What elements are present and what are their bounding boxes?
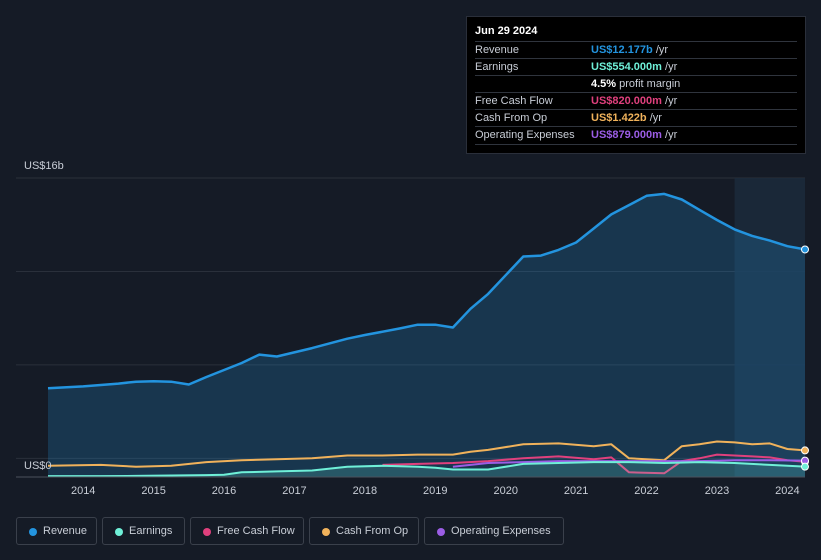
legend-dot-icon: [437, 528, 445, 536]
revenue-end-marker: [801, 245, 809, 254]
series-layer: [47, 192, 806, 478]
x-tick-label: 2022: [634, 485, 659, 497]
earnings-end-marker: [801, 462, 809, 471]
y-axis-min-label: US$0: [24, 460, 52, 472]
tooltip-value: US$1.422b /yr: [591, 112, 662, 124]
tooltip-row-revenue: Revenue US$12.177b /yr: [475, 41, 797, 59]
tooltip-panel: Jun 29 2024 Revenue US$12.177b /yr Earni…: [466, 16, 806, 154]
end-markers: [801, 245, 809, 471]
tooltip-row-profit-margin: 4.5% profit margin: [475, 75, 797, 93]
forecast-region: [734, 178, 805, 477]
legend-item-free-cash-flow[interactable]: Free Cash Flow: [190, 517, 304, 545]
tooltip-value: US$820.000m /yr: [591, 95, 678, 107]
cash-from-op-end-marker: [801, 446, 809, 455]
x-tick-label: 2015: [141, 485, 166, 497]
x-tick-label: 2018: [352, 485, 378, 497]
tooltip-date: Jun 29 2024: [475, 25, 538, 37]
tooltip-label: Cash From Op: [475, 112, 548, 124]
legend-item-cash-from-op[interactable]: Cash From Op: [309, 517, 419, 545]
gridlines: [16, 177, 805, 459]
tooltip-row-operating-expenses: Operating Expenses US$879.000m /yr: [475, 126, 797, 145]
legend-item-revenue[interactable]: Revenue: [16, 517, 97, 545]
tooltip-value: US$554.000m /yr: [591, 61, 678, 73]
tooltip-value: US$879.000m /yr: [591, 129, 678, 141]
tooltip-row-earnings: Earnings US$554.000m /yr: [475, 58, 797, 76]
legend-label: Operating Expenses: [451, 525, 551, 537]
tooltip-row-cash-from-op: Cash From Op US$1.422b /yr: [475, 109, 797, 127]
legend-dot-icon: [203, 528, 211, 536]
revenue-line: [47, 192, 806, 390]
tooltip-label: Free Cash Flow: [475, 95, 553, 107]
tooltip-label: Operating Expenses: [475, 129, 575, 141]
x-tick-label: 2016: [211, 485, 237, 497]
x-tick-label: 2017: [282, 485, 307, 497]
cash-from-op-line: [47, 440, 806, 468]
x-tick-label: 2019: [423, 485, 448, 497]
legend-item-earnings[interactable]: Earnings: [102, 517, 185, 545]
tooltip-label: Earnings: [475, 61, 519, 73]
legend-label: Free Cash Flow: [217, 525, 295, 537]
x-tick-label: 2023: [704, 485, 730, 497]
tooltip-label: Revenue: [475, 44, 520, 56]
tooltip-value: US$12.177b /yr: [591, 44, 669, 56]
legend-dot-icon: [29, 528, 37, 536]
x-tick-label: 2024: [775, 485, 800, 497]
legend-dot-icon: [322, 528, 330, 536]
legend-item-operating-expenses[interactable]: Operating Expenses: [424, 517, 564, 545]
x-tick-label: 2021: [563, 485, 589, 497]
x-tick-label: 2014: [70, 485, 96, 497]
legend-label: Earnings: [129, 525, 173, 537]
tooltip-value: 4.5% profit margin: [591, 78, 681, 90]
legend-label: Cash From Op: [336, 525, 409, 537]
legend-dot-icon: [115, 528, 123, 536]
revenue-area: [48, 193, 805, 477]
free-cash-flow-line: [382, 453, 806, 475]
tooltip-row-free-cash-flow: Free Cash Flow US$820.000m /yr: [475, 92, 797, 110]
x-tick-label: 2020: [493, 485, 518, 497]
y-axis-max-label: US$16b: [24, 160, 64, 172]
earnings-line: [48, 461, 806, 478]
legend-label: Revenue: [43, 525, 88, 537]
